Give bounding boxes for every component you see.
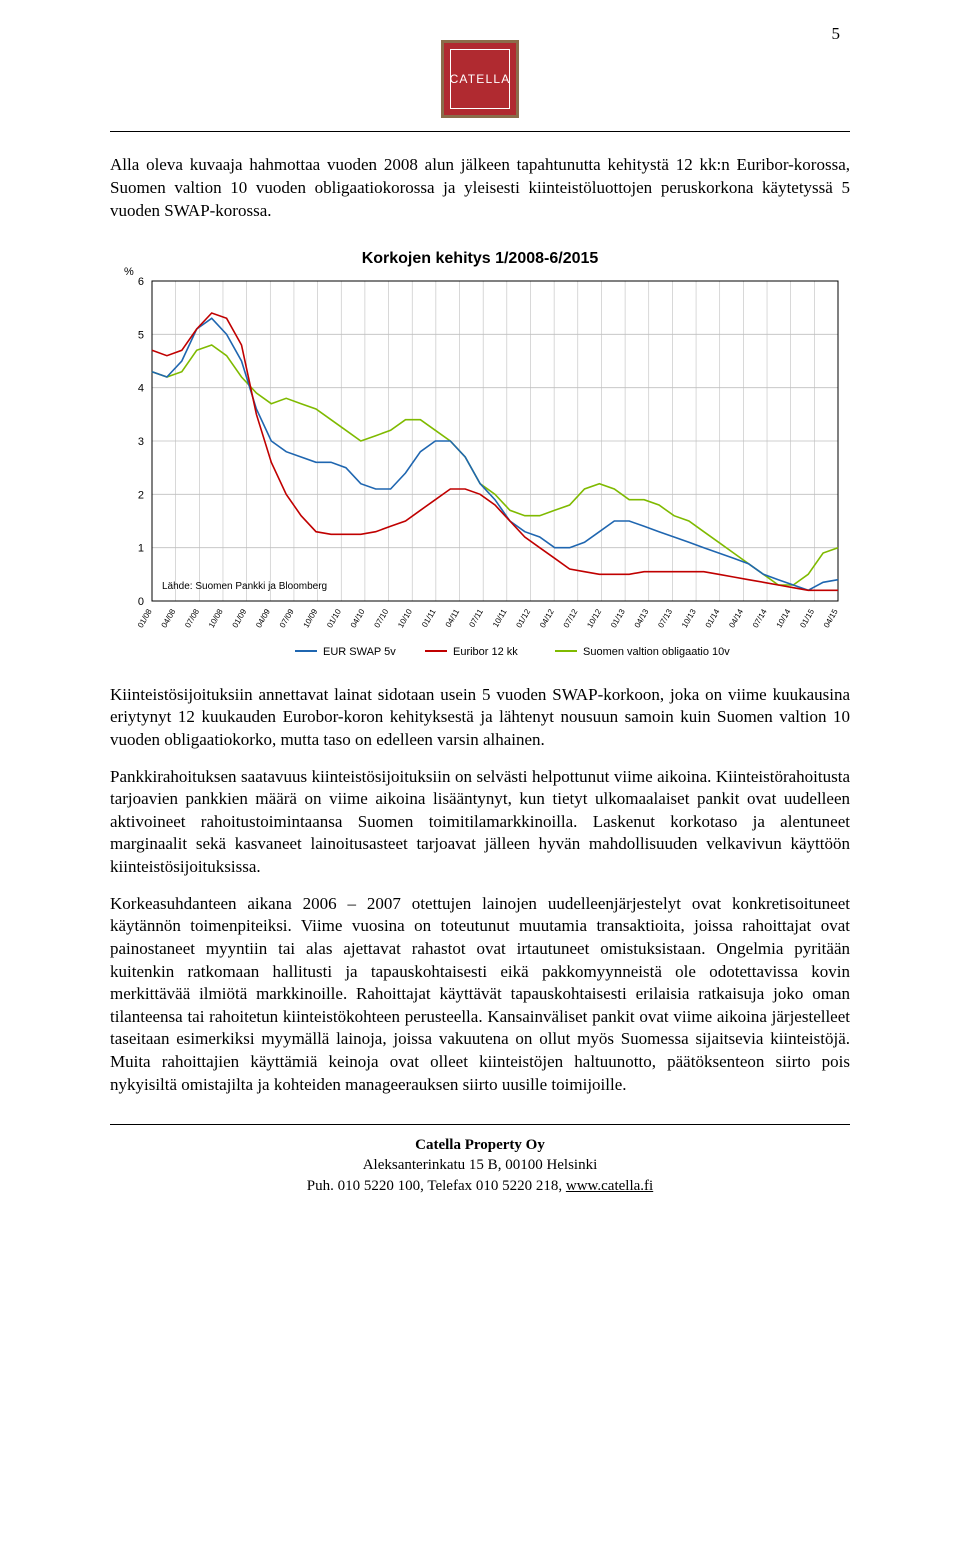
- footer-contact: Puh. 010 5220 100, Telefax 010 5220 218,…: [110, 1176, 850, 1196]
- svg-text:04/11: 04/11: [444, 607, 462, 629]
- svg-text:07/09: 07/09: [278, 607, 296, 629]
- svg-text:01/08: 01/08: [136, 607, 154, 629]
- svg-text:Suomen valtion obligaatio 10v: Suomen valtion obligaatio 10v: [583, 646, 730, 658]
- svg-text:04/09: 04/09: [254, 607, 272, 629]
- svg-text:3: 3: [138, 436, 144, 448]
- svg-text:10/09: 10/09: [302, 607, 320, 629]
- logo-text: CATELLA: [450, 72, 511, 86]
- footer-url[interactable]: www.catella.fi: [566, 1178, 653, 1194]
- svg-text:5: 5: [138, 329, 144, 341]
- svg-text:10/14: 10/14: [775, 607, 793, 629]
- svg-text:07/08: 07/08: [183, 607, 201, 629]
- footer-company: Catella Property Oy: [110, 1135, 850, 1155]
- body-paragraph-1: Kiinteistösijoituksiin annettavat lainat…: [110, 684, 850, 752]
- svg-text:01/12: 01/12: [514, 607, 532, 629]
- svg-text:04/08: 04/08: [160, 607, 178, 629]
- body-paragraph-2: Pankkirahoituksen saatavuus kiinteistösi…: [110, 766, 850, 879]
- svg-text:Korkojen kehitys 1/2008-6/2015: Korkojen kehitys 1/2008-6/2015: [362, 250, 599, 267]
- footer-divider: [110, 1124, 850, 1125]
- header-logo-wrap: CATELLA: [110, 40, 850, 123]
- svg-text:10/10: 10/10: [396, 607, 414, 629]
- body-paragraph-3: Korkeasuhdanteen aikana 2006 – 2007 otet…: [110, 893, 850, 1096]
- svg-text:6: 6: [138, 276, 144, 288]
- svg-text:01/11: 01/11: [420, 607, 438, 629]
- svg-text:EUR SWAP 5v: EUR SWAP 5v: [323, 646, 396, 658]
- svg-text:10/12: 10/12: [585, 607, 603, 629]
- svg-text:10/11: 10/11: [491, 607, 509, 629]
- svg-text:01/13: 01/13: [609, 607, 627, 629]
- svg-text:01/09: 01/09: [231, 607, 249, 629]
- svg-text:Euribor 12 kk: Euribor 12 kk: [453, 646, 518, 658]
- catella-logo: CATELLA: [441, 40, 519, 118]
- svg-text:4: 4: [138, 382, 144, 394]
- svg-text:10/13: 10/13: [680, 607, 698, 629]
- svg-text:01/14: 01/14: [704, 607, 722, 629]
- svg-text:04/13: 04/13: [633, 607, 651, 629]
- svg-text:04/14: 04/14: [727, 607, 745, 629]
- interest-rates-chart: Korkojen kehitys 1/2008-6/2015% 0 1 2 3 4 5 6 01…: [110, 245, 850, 665]
- svg-text:04/10: 04/10: [349, 607, 367, 629]
- svg-text:04/12: 04/12: [538, 607, 556, 629]
- svg-text:0: 0: [138, 596, 144, 608]
- footer-contact-text: Puh. 010 5220 100, Telefax 010 5220 218,: [307, 1178, 566, 1194]
- svg-text:04/15: 04/15: [822, 607, 840, 629]
- footer-address: Aleksanterinkatu 15 B, 00100 Helsinki: [110, 1155, 850, 1175]
- page-footer: Catella Property Oy Aleksanterinkatu 15 …: [110, 1135, 850, 1196]
- svg-text:Lähde: Suomen Pankki ja Bloomb: Lähde: Suomen Pankki ja Bloomberg: [162, 581, 327, 592]
- svg-text:%: %: [124, 266, 134, 278]
- logo-inner-frame: CATELLA: [450, 49, 510, 109]
- intro-paragraph: Alla oleva kuvaaja hahmottaa vuoden 2008…: [110, 154, 850, 223]
- header-divider: [110, 131, 850, 132]
- svg-text:07/13: 07/13: [656, 607, 674, 629]
- svg-text:01/10: 01/10: [325, 607, 343, 629]
- svg-text:07/14: 07/14: [751, 607, 769, 629]
- svg-text:07/11: 07/11: [467, 607, 485, 629]
- svg-text:1: 1: [138, 542, 144, 554]
- svg-text:07/12: 07/12: [562, 607, 580, 629]
- page-number: 5: [832, 24, 841, 44]
- svg-text:01/15: 01/15: [798, 607, 816, 629]
- svg-text:2: 2: [138, 489, 144, 501]
- svg-text:07/10: 07/10: [372, 607, 390, 629]
- svg-text:10/08: 10/08: [207, 607, 225, 629]
